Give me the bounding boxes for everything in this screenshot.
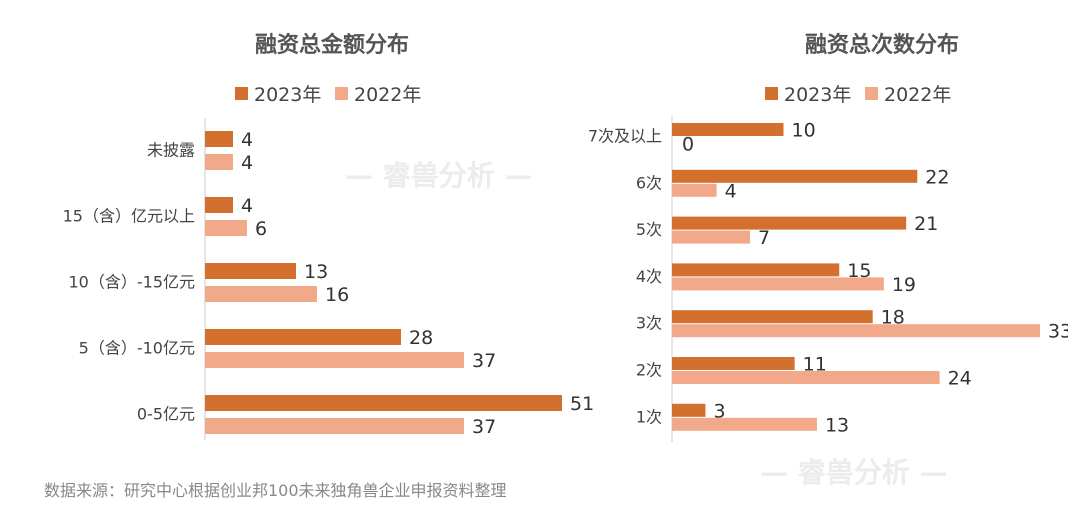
bar-2022 (672, 277, 884, 291)
data-label: 19 (892, 274, 916, 296)
legend-label-0: 2023年 (254, 84, 321, 106)
data-label: 13 (825, 414, 849, 436)
data-label: 10 (792, 120, 816, 142)
bar-2023 (205, 131, 233, 147)
data-label: 18 (881, 307, 905, 329)
bar-2023 (672, 123, 784, 136)
data-label: 15 (847, 260, 871, 282)
bar-2022 (205, 286, 317, 302)
bar-2023 (672, 216, 907, 230)
category-label: 15（含）亿元以上 (63, 207, 195, 226)
legend-label-1: 2022年 (354, 84, 421, 106)
legend-label-0: 2023年 (784, 84, 851, 106)
bar-2022 (672, 230, 751, 244)
data-label: 37 (472, 416, 496, 438)
legend-swatch-0 (235, 87, 248, 100)
data-label: 4 (241, 152, 253, 174)
category-label: 2次 (636, 361, 662, 380)
chart-title-0: 融资总金额分布 (255, 32, 409, 58)
bar-2023 (672, 403, 706, 417)
bar-2023 (672, 357, 795, 370)
data-label: 21 (914, 213, 938, 235)
bar-2022 (672, 324, 1040, 338)
bar-2022 (205, 154, 233, 170)
data-label: 16 (325, 284, 349, 306)
category-label: 6次 (636, 173, 662, 192)
data-label: 6 (255, 218, 267, 240)
bar-2023 (205, 329, 401, 345)
bar-2023 (672, 263, 840, 277)
category-label: 未披露 (147, 141, 195, 160)
data-label: 13 (304, 261, 328, 283)
data-label: 33 (1048, 321, 1068, 343)
bar-2023 (672, 169, 918, 183)
bar-2023 (672, 310, 873, 324)
chart-title-1: 融资总次数分布 (805, 32, 959, 58)
data-label: 4 (241, 129, 253, 151)
bar-2022 (205, 352, 464, 368)
bar-2023 (205, 197, 233, 213)
category-label: 5次 (636, 220, 662, 239)
data-label: 51 (570, 393, 594, 415)
legend-swatch-1 (865, 87, 878, 100)
data-label: 4 (725, 180, 737, 202)
data-label: 7 (758, 227, 770, 249)
bar-2022 (672, 371, 940, 384)
bar-2022 (672, 183, 717, 197)
data-label: 0 (682, 134, 694, 156)
bar-2023 (205, 263, 296, 279)
category-label: 0-5亿元 (137, 405, 195, 424)
data-label: 22 (925, 166, 949, 188)
watermark-left: — 睿兽分析 — (345, 159, 533, 192)
legend-label-1: 2022年 (884, 84, 951, 106)
bar-2022 (205, 220, 247, 236)
category-label: 1次 (636, 407, 662, 426)
bar-2022 (672, 417, 817, 431)
data-label: 28 (409, 327, 433, 349)
category-label: 4次 (636, 267, 662, 286)
category-label: 5（含）-10亿元 (79, 339, 195, 358)
watermark-right: — 睿兽分析 — (760, 456, 948, 489)
data-label: 24 (948, 368, 972, 390)
data-label: 4 (241, 195, 253, 217)
legend-swatch-0 (765, 87, 778, 100)
category-label: 7次及以上 (588, 127, 662, 146)
category-label: 10（含）-15亿元 (69, 273, 196, 292)
data-label: 11 (803, 354, 827, 376)
bar-2023 (205, 395, 562, 411)
bar-2022 (205, 418, 464, 434)
data-label: 3 (713, 400, 725, 422)
legend-swatch-1 (335, 87, 348, 100)
source-note: 数据来源：研究中心根据创业邦100未来独角兽企业申报资料整理 (44, 481, 507, 500)
data-label: 37 (472, 350, 496, 372)
category-label: 3次 (636, 314, 662, 333)
